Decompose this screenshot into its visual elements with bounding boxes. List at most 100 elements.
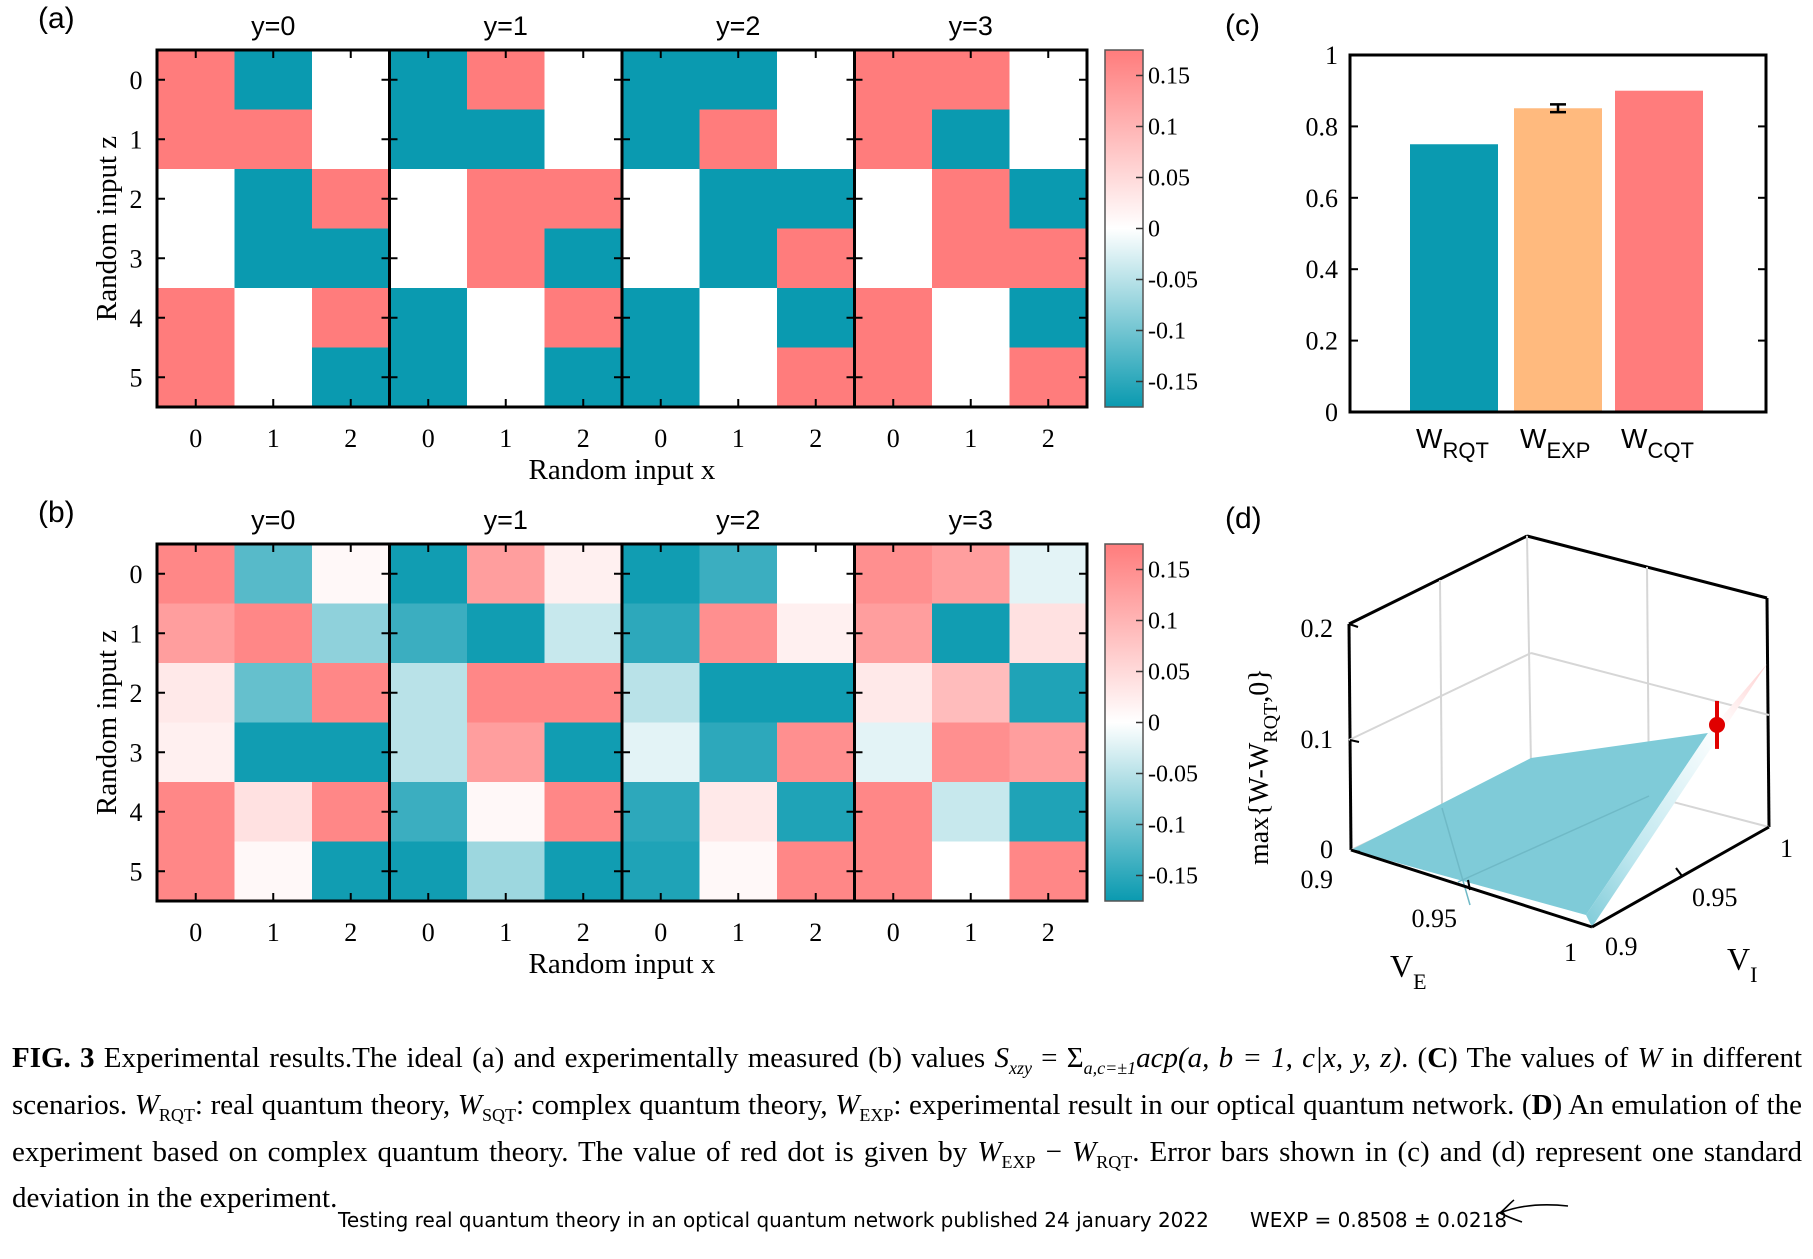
colorbar-tick-label: 0 (1148, 711, 1160, 737)
heatmap-cell (389, 50, 468, 111)
heatmap-cell (312, 544, 391, 605)
axis-edge (1591, 825, 1770, 929)
z-tick-label: 0.2 (1301, 614, 1334, 643)
heatmap-cell (544, 722, 623, 783)
heatmap-cell (699, 288, 778, 349)
heatmap-cell (932, 169, 1011, 230)
heatmap-cell (932, 841, 1011, 902)
vi-tick-label: 1 (1780, 834, 1793, 863)
bar (1615, 90, 1703, 412)
grid-line (1348, 652, 1532, 741)
heatmap-cell (1009, 50, 1088, 111)
heatmap-cell (467, 347, 546, 408)
y-tick-label: 3 (130, 244, 143, 273)
heatmap-cell (854, 603, 933, 664)
z-tick-label: 0.1 (1301, 725, 1334, 754)
heatmap-cell (777, 288, 856, 349)
heatmap-cell (467, 50, 546, 111)
y-tick-label: 4 (130, 304, 143, 333)
source-note: Testing real quantum theory in an optica… (338, 1208, 1209, 1232)
heatmap-cell (777, 841, 856, 902)
heatmap-cell (622, 50, 701, 111)
caption-symbol-sub: RQT (158, 1104, 195, 1125)
surface-flat (1351, 733, 1708, 915)
heatmap-cell (544, 109, 623, 170)
heatmap-cell (854, 663, 933, 724)
heatmap-cell (699, 544, 778, 605)
heatmap-cell (777, 603, 856, 664)
caption-formula: = Σ (1031, 1042, 1084, 1074)
heatmap-cell (932, 603, 1011, 664)
heatmap-cell (312, 722, 391, 783)
heatmap-cell (622, 288, 701, 349)
y-tick-label: 2 (130, 679, 143, 708)
data-point (1709, 716, 1725, 733)
grid-line (1530, 652, 1770, 716)
y-tick-label: 2 (130, 185, 143, 214)
heatmap-cell (544, 288, 623, 349)
y-tick-label: 1 (130, 125, 143, 154)
x-tick-label: 0 (189, 918, 202, 947)
heatmap-cell (777, 663, 856, 724)
heatmap-cell (389, 109, 468, 170)
heatmap-cell (467, 288, 546, 349)
panel-a-heatmap: (a) y=0 0 1 2 y=1 0 1 2 y=2 0 1 2 y=3 0 1 2 0 1 2 3 4 5 Random … (38, 2, 1198, 486)
heatmap-cell (622, 841, 701, 902)
heatmap-cell (699, 228, 778, 289)
y-tick-label: 0.6 (1306, 184, 1339, 213)
heatmap-cell (1009, 841, 1088, 902)
heatmap-cell (854, 50, 933, 111)
colorbar-tick-label: -0.15 (1148, 370, 1198, 396)
heatmap-cell (1009, 663, 1088, 724)
colorbar-tick-label: -0.05 (1148, 762, 1198, 788)
caption-bold: C (1427, 1042, 1449, 1074)
heatmap-cell (312, 347, 391, 408)
figure-caption: FIG. 3 Experimental results.The ideal (a… (12, 1040, 1802, 1217)
heatmap-cell (234, 169, 313, 230)
x-tick-label: 2 (809, 918, 822, 947)
caption-symbol: W (835, 1088, 860, 1121)
caption-text: ) An emulation of the experiment based o… (12, 1088, 1802, 1168)
x-tick-label: 1 (499, 424, 512, 453)
caption-symbol: W (977, 1135, 1002, 1168)
subplot-title: y=1 (484, 11, 528, 41)
heatmap-cell (622, 544, 701, 605)
heatmap-cell (1009, 347, 1088, 408)
y-axis-label: Random input z (91, 136, 123, 321)
heatmap-cell (777, 544, 856, 605)
heatmap-cell (699, 841, 778, 902)
heatmap-cell (234, 347, 313, 408)
heatmap-cell (622, 722, 701, 783)
heatmap-cell (157, 722, 236, 783)
panel-c-label: (c) (1225, 9, 1260, 42)
heatmap-cell (157, 603, 236, 664)
y-tick-label: 0.2 (1306, 327, 1339, 356)
caption-symbol-sub: EXP (1001, 1151, 1036, 1172)
subplot-title: y=0 (251, 11, 295, 41)
heatmap-cell (777, 722, 856, 783)
x-tick-label: 1 (964, 424, 977, 453)
heatmap-cell (467, 603, 546, 664)
heatmap-cell (312, 782, 391, 843)
x-axis-labels: WRQT WEXP WCQT (1416, 423, 1694, 463)
x-tick-label: 1 (267, 918, 280, 947)
panel-d-3d-surface: (d) 0.2 0.1 0 0.9 (1225, 502, 1793, 994)
heatmap-cell (854, 288, 933, 349)
y-tick-label: 0 (130, 66, 143, 95)
heatmap-cell (854, 722, 933, 783)
heatmap-cell (389, 722, 468, 783)
x-tick-label: 2 (577, 424, 590, 453)
caption-text: : experimental result in our optical qua… (893, 1088, 1532, 1121)
heatmap-cell (389, 663, 468, 724)
caption-fig-label: FIG. 3 (12, 1042, 95, 1074)
ve-tick-label: 0.9 (1301, 865, 1334, 894)
caption-formula: acp(a, b = 1, c|x, y, z) (1136, 1042, 1402, 1074)
bar-group (1410, 90, 1703, 412)
x-tick-label: 0 (654, 424, 667, 453)
heatmap-cell (544, 50, 623, 111)
y-tick-label: 5 (130, 857, 143, 886)
x-tick-label: 1 (499, 918, 512, 947)
x-tick-label: 0 (422, 424, 435, 453)
heatmap-cell (699, 722, 778, 783)
heatmap-cell (1009, 544, 1088, 605)
